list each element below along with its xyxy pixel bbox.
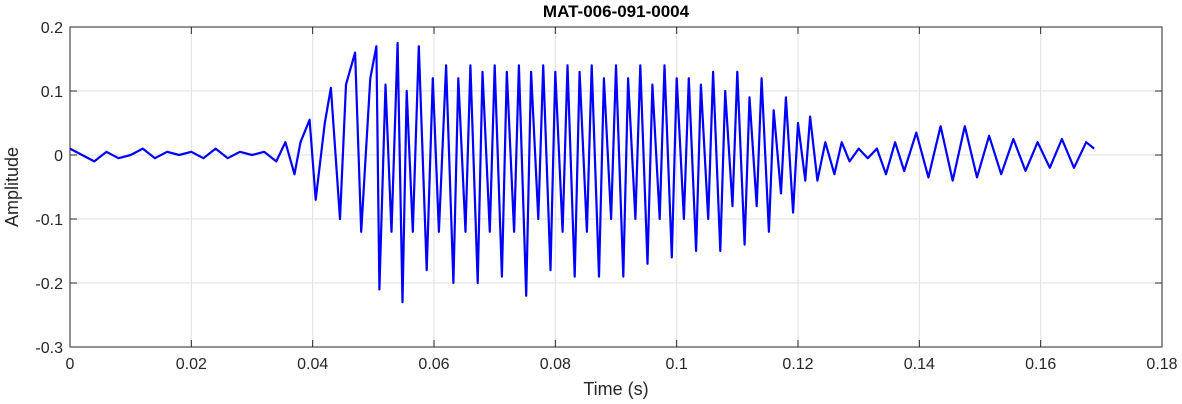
series-line xyxy=(69,41,1095,304)
x-tick-label: 0 xyxy=(66,356,75,373)
x-axis-label: Time (s) xyxy=(583,379,648,399)
y-tick-label: 0.2 xyxy=(41,20,63,37)
plot-box xyxy=(69,26,1163,348)
y-tick-label: -0.2 xyxy=(35,276,63,293)
x-tick-label: 0.02 xyxy=(176,356,207,373)
y-tick-label: 0.1 xyxy=(41,84,63,101)
chart-title: MAT-006-091-0004 xyxy=(543,2,690,21)
y-axis-label: Amplitude xyxy=(2,147,22,227)
x-tick-label: 0.18 xyxy=(1146,356,1177,373)
y-tick-label: -0.3 xyxy=(35,340,63,357)
signal-line xyxy=(69,41,1095,304)
x-tick-label: 0.06 xyxy=(418,356,449,373)
x-tick-label: 0.12 xyxy=(782,356,813,373)
x-tick-label: 0.16 xyxy=(1025,356,1056,373)
x-tick-label: 0.04 xyxy=(297,356,328,373)
x-tick-label: 0.14 xyxy=(904,356,935,373)
x-tick-label: 0.1 xyxy=(666,356,688,373)
x-tick-label: 0.08 xyxy=(540,356,571,373)
axis-ticks: 0 0.02 0.04 0.06 0.08 0.1 0.12 0.14 0.16 0.18 -0.3… xyxy=(35,20,1177,373)
y-tick-label: -0.1 xyxy=(35,212,63,229)
y-tick-label: 0 xyxy=(54,148,63,165)
